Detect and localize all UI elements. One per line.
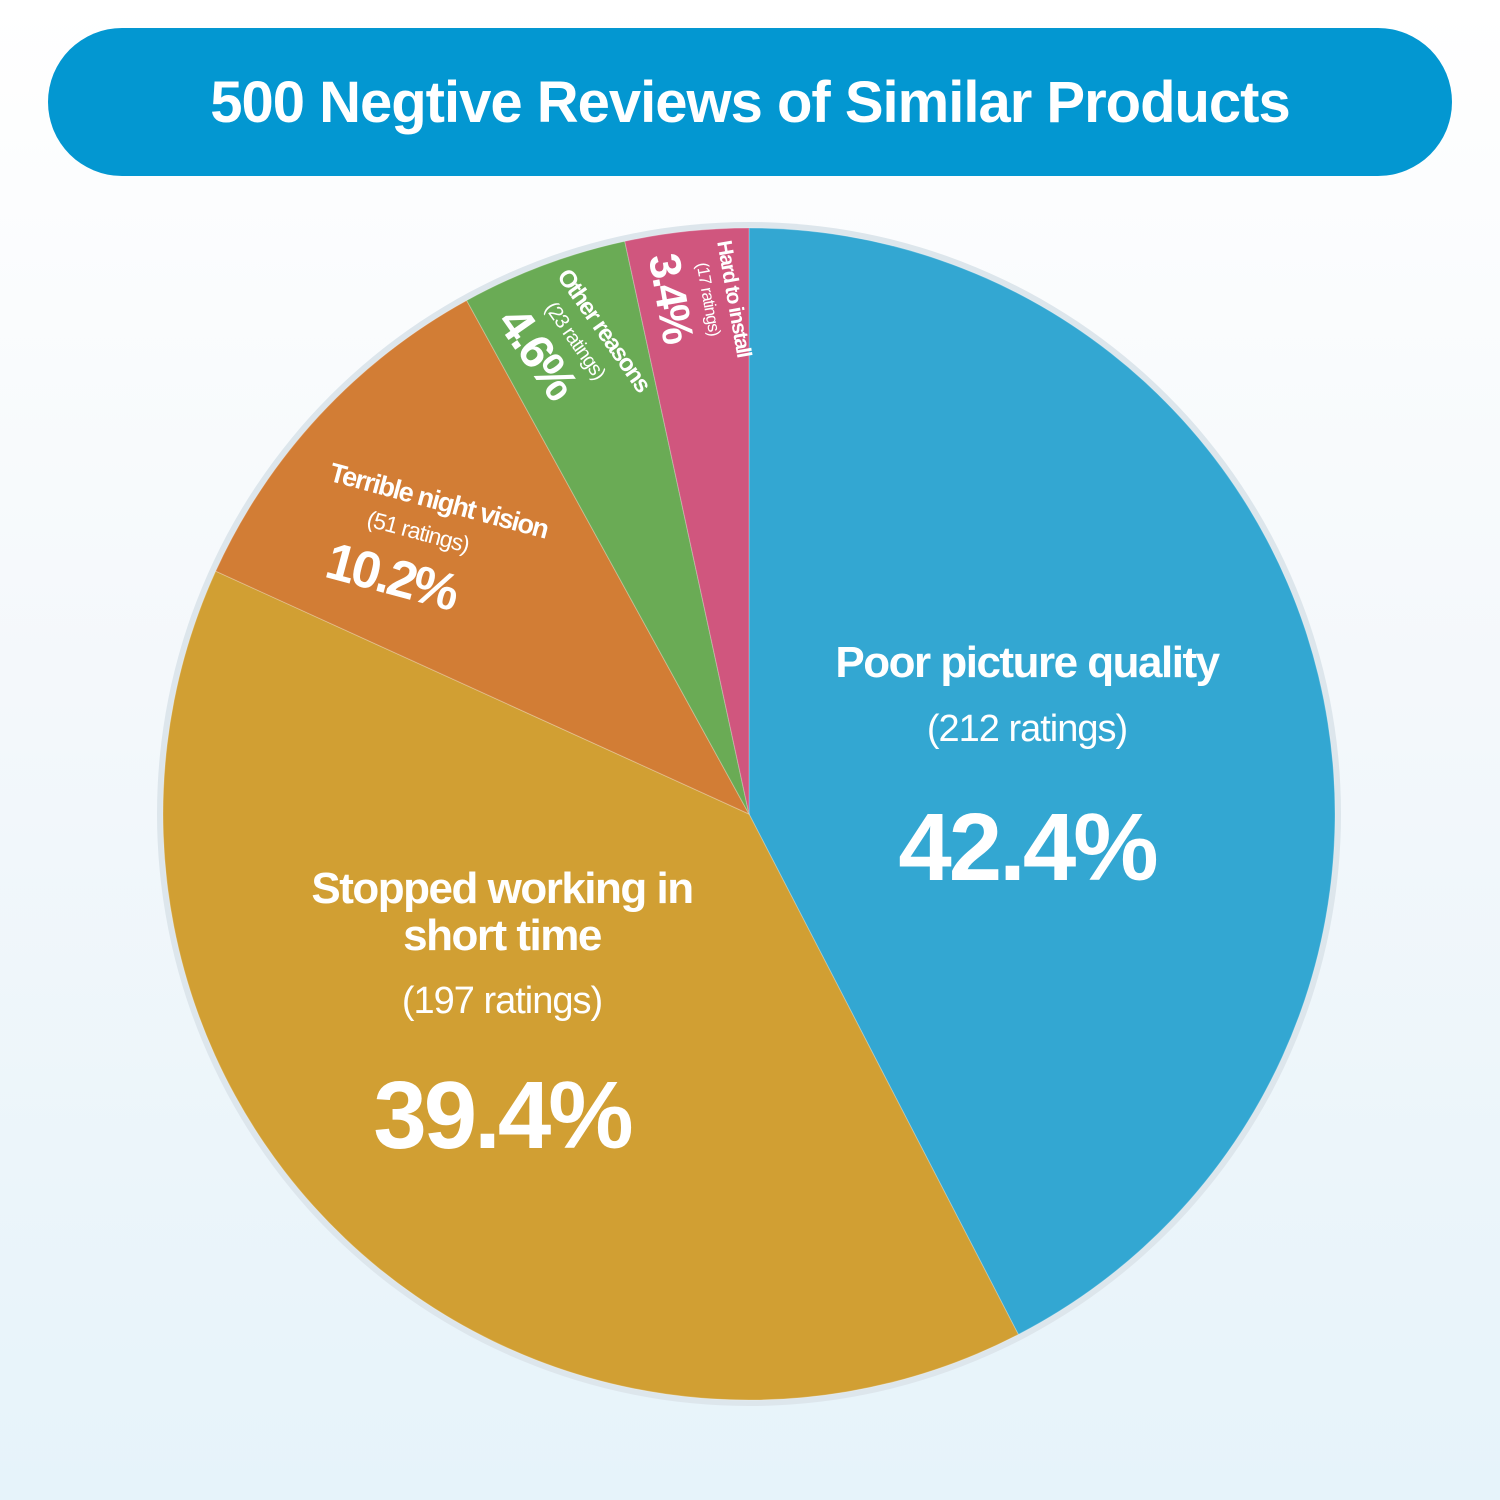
pie-slice-poor-picture-quality (748, 227, 1336, 1336)
pie-slices (162, 227, 1336, 1401)
chart-title: 500 Negtive Reviews of Similar Products (210, 69, 1291, 135)
slice-count-stopped-working: (197 ratings) (402, 980, 602, 1022)
slice-label-stopped-working-line2: short time (403, 911, 601, 960)
slice-percent-poor-picture-quality: 42.4% (898, 794, 1156, 901)
slice-label-group-stopped-working: Stopped working in short time (197 ratin… (311, 864, 694, 1169)
slice-label-group-poor-picture-quality: Poor picture quality (212 ratings) 42.4% (835, 638, 1222, 901)
pie-slice-other-reasons (466, 240, 750, 815)
pie-slice-terrible-night-vision (215, 299, 751, 816)
slice-label-poor-picture-quality: Poor picture quality (835, 638, 1220, 687)
slice-count-poor-picture-quality: (212 ratings) (927, 708, 1127, 750)
pie-slice-stopped-working-in-short-time (162, 570, 1019, 1401)
pie-slice-hard-to-install (624, 227, 750, 815)
slice-label-stopped-working-line1: Stopped working in (311, 864, 692, 913)
title-banner: 500 Negtive Reviews of Similar Products (48, 28, 1452, 176)
slice-percent-stopped-working: 39.4% (373, 1062, 631, 1169)
